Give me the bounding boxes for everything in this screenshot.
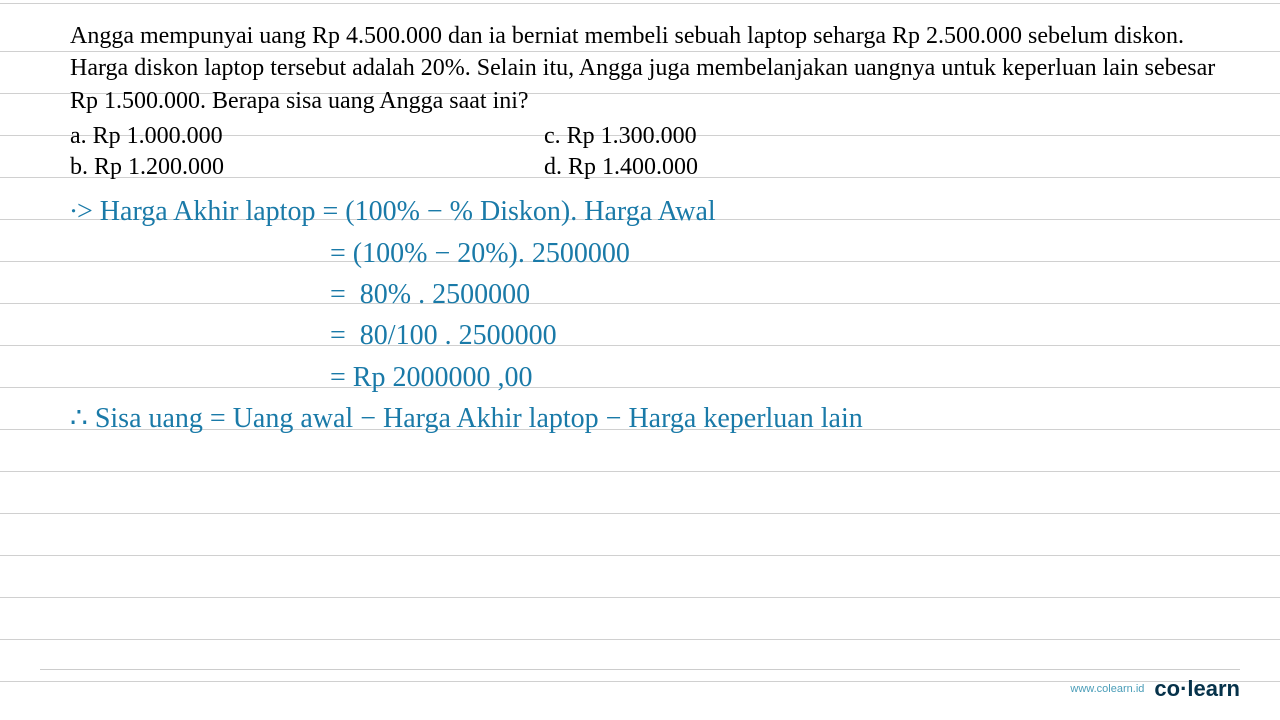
hw-line-5: = Rp 2000000 ,00 <box>70 357 1220 398</box>
hw-line-4: = 80/100 . 2500000 <box>70 315 1220 356</box>
handwritten-solution: ∙> Harga Akhir laptop = (100% − % Diskon… <box>70 191 1220 440</box>
hw-line-2: = (100% − 20%). 2500000 <box>70 233 1220 274</box>
hw-line-3: = 80% . 2500000 <box>70 274 1220 315</box>
option-b: b. Rp 1.200.000 <box>70 154 224 181</box>
option-col-right: c. Rp 1.300.000 d. Rp 1.400.000 <box>544 123 698 181</box>
option-a: a. Rp 1.000.000 <box>70 123 224 150</box>
content-area: Angga mempunyai uang Rp 4.500.000 dan ia… <box>0 0 1280 440</box>
hw-line-6: ∴ Sisa uang = Uang awal − Harga Akhir la… <box>70 398 1220 439</box>
option-d: d. Rp 1.400.000 <box>544 154 698 181</box>
problem-statement: Angga mempunyai uang Rp 4.500.000 dan ia… <box>70 20 1220 117</box>
footer: www.colearn.id co·learn <box>40 669 1240 702</box>
logo-left: co <box>1154 676 1180 701</box>
footer-logo: co·learn <box>1154 676 1240 702</box>
hw-line-1: ∙> Harga Akhir laptop = (100% − % Diskon… <box>70 191 1220 232</box>
answer-options: a. Rp 1.000.000 b. Rp 1.200.000 c. Rp 1.… <box>70 123 1220 181</box>
option-col-left: a. Rp 1.000.000 b. Rp 1.200.000 <box>70 123 224 181</box>
logo-right: learn <box>1187 676 1240 701</box>
option-c: c. Rp 1.300.000 <box>544 123 698 150</box>
footer-url: www.colearn.id <box>1070 683 1144 695</box>
